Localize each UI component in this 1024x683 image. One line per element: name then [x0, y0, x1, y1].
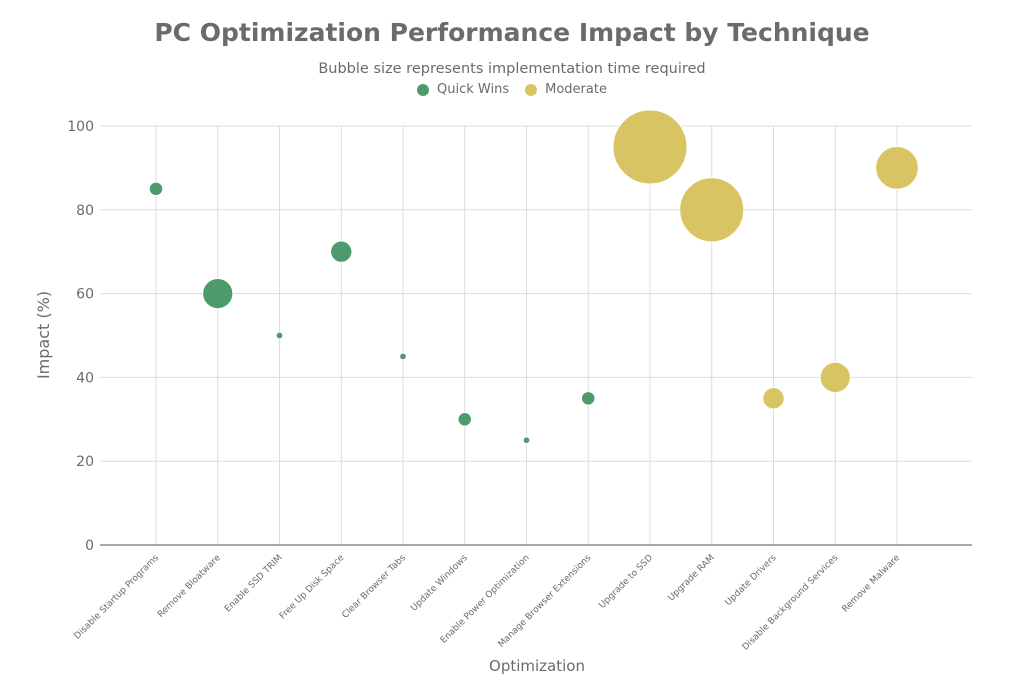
legend-marker-moderate [525, 83, 538, 96]
bubble-enable-ssd-trim[interactable] [275, 331, 284, 340]
grid-layer [100, 125, 972, 545]
bubble-remove-malware[interactable] [875, 146, 919, 190]
x-tick-label: Upgrade to SSD [597, 553, 655, 611]
x-tick-label: Disable Startup Programs [73, 553, 162, 642]
chart-subtitle: Bubble size represents implementation ti… [318, 61, 706, 77]
chart-legend: Quick Wins Moderate [0, 82, 1024, 97]
bubble-disable-startup-programs[interactable] [148, 181, 164, 197]
x-tick-label: Remove Malware [841, 553, 903, 615]
x-tick-label: Enable SSD TRIM [223, 553, 284, 614]
legend-marker-quick-wins [417, 83, 430, 96]
bubble-manage-browser-extensions[interactable] [580, 391, 596, 406]
bubble-disable-background-services[interactable] [819, 361, 851, 394]
bubble-enable-power-optimization[interactable] [522, 436, 531, 445]
bubble-clear-browser-tabs[interactable] [399, 352, 407, 361]
y-tick-label: 20 [76, 454, 94, 470]
x-tick-label: Upgrade RAM [667, 553, 717, 603]
chart-title: PC Optimization Performance Impact by Te… [154, 18, 870, 47]
x-tick-label: Clear Browser Tabs [340, 553, 408, 621]
y-axis-title: Impact (%) [34, 291, 53, 379]
y-tick-label: 0 [85, 538, 94, 554]
x-tick-label: Remove Bloatware [156, 553, 223, 620]
legend-item-moderate[interactable]: Moderate [525, 82, 607, 97]
legend-label-quick-wins: Quick Wins [437, 82, 510, 97]
bubble-upgrade-ram[interactable] [679, 177, 745, 243]
legend-item-quick-wins[interactable]: Quick Wins [417, 82, 509, 97]
bubble-layer [148, 109, 919, 445]
x-tick-label: Update Windows [409, 553, 470, 614]
x-tick-label: Free Up Disk Space [278, 553, 347, 622]
y-tick-label: 60 [76, 287, 94, 303]
y-tick-label: 100 [67, 119, 94, 135]
bubble-upgrade-to-ssd[interactable] [612, 109, 688, 185]
legend-label-moderate: Moderate [545, 82, 607, 97]
bubble-free-up-disk-space[interactable] [330, 240, 353, 263]
bubble-update-drivers[interactable] [762, 387, 785, 410]
bubble-remove-bloatware[interactable] [202, 277, 234, 310]
y-tick-label: 40 [76, 370, 94, 386]
x-tick-label: Update Drivers [724, 553, 779, 608]
bubble-update-windows[interactable] [457, 412, 473, 427]
y-tick-label: 80 [76, 203, 94, 219]
x-axis-title: Optimization [489, 657, 585, 675]
